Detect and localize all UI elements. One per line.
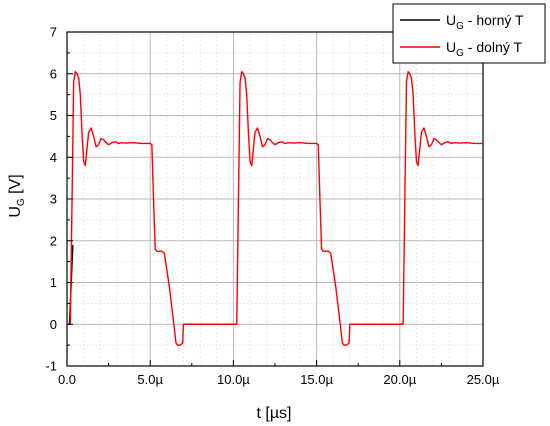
series-layer	[67, 70, 483, 346]
y-axis-title-base: U	[7, 206, 24, 218]
y-tick-label: 1	[50, 275, 57, 290]
x-tick-label: 10.0µ	[217, 372, 250, 387]
y-tick-label: 6	[50, 66, 57, 81]
grid	[66, 31, 484, 367]
legend-dolny-sub: G	[456, 48, 464, 59]
legend-horny-base: U	[446, 12, 456, 28]
y-tick-label: 4	[50, 150, 57, 165]
y-tick-label: -1	[45, 359, 57, 374]
legend-horny-rest: - horný T	[464, 12, 524, 28]
y-tick-label: 0	[50, 317, 57, 332]
legend-label-horny: UG - horný T	[446, 12, 524, 32]
legend: UG - horný T UG - dolný T	[392, 3, 546, 64]
x-tick-label: 25.0µ	[467, 372, 500, 387]
y-axis-title-sub: G	[16, 198, 27, 206]
legend-box	[392, 3, 546, 64]
x-tick-label: 15.0µ	[300, 372, 333, 387]
series-line-1	[67, 70, 483, 346]
y-tick-label: 3	[50, 192, 57, 207]
legend-dolny-base: U	[446, 39, 456, 55]
x-tick-labels: 0.0 5.0µ 10.0µ 15.0µ 20.0µ 25.0µ	[58, 372, 500, 387]
x-tick-label: 0.0	[58, 372, 76, 387]
y-axis-title: UG [V]	[7, 174, 27, 217]
y-tick-labels: -1 0 1 2 3 4 5 6 7	[45, 25, 57, 374]
y-tick-label: 2	[50, 233, 57, 248]
legend-horny-sub: G	[456, 21, 464, 32]
x-axis-title: t [µs]	[257, 405, 292, 422]
ticks	[66, 31, 484, 367]
x-tick-label: 20.0µ	[383, 372, 416, 387]
legend-label-dolny: UG - dolný T	[446, 39, 522, 59]
y-tick-label: 7	[50, 25, 57, 40]
y-tick-label: 5	[50, 108, 57, 123]
legend-dolny-rest: - dolný T	[464, 39, 523, 55]
y-axis-title-rest: [V]	[7, 174, 24, 198]
x-tick-label: 5.0µ	[137, 372, 163, 387]
